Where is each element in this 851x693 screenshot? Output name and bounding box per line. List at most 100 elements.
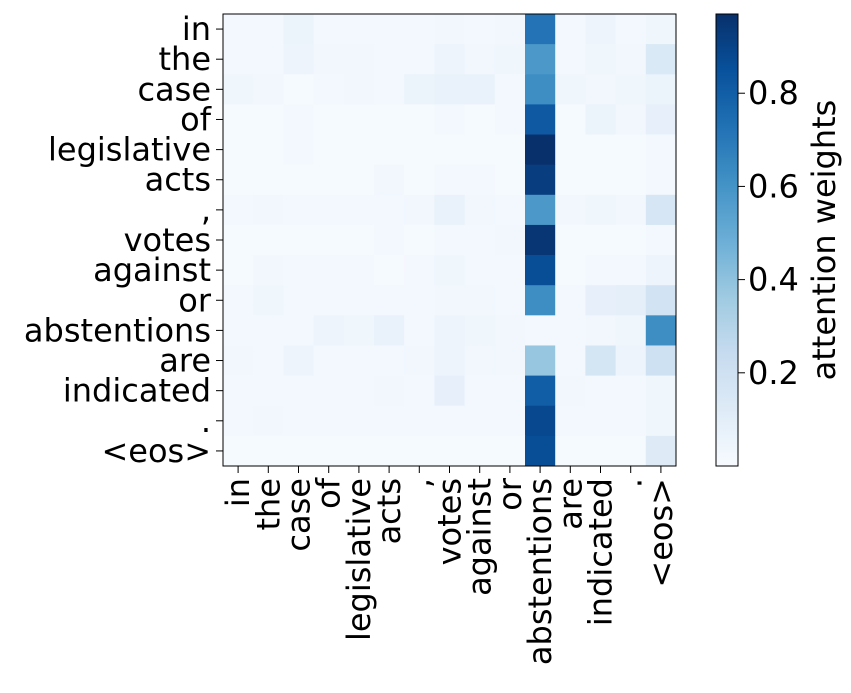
heatmap-cell — [434, 104, 465, 135]
heatmap-cell — [283, 164, 314, 196]
y-tick-label: in — [182, 10, 211, 48]
heatmap-cell — [343, 224, 375, 256]
colorbar-tick-label: 0.4 — [748, 261, 799, 299]
heatmap-cell — [464, 224, 496, 256]
heatmap-cell — [464, 435, 496, 467]
heatmap-cell — [525, 134, 556, 166]
heatmap-cell — [253, 375, 284, 407]
heatmap-cell — [223, 224, 254, 256]
heatmap-cell — [253, 435, 284, 467]
heatmap-cell — [343, 134, 375, 166]
heatmap-cell — [374, 194, 405, 226]
heatmap-cell — [555, 315, 586, 346]
heatmap-cell — [223, 14, 254, 45]
heatmap-cell — [464, 315, 496, 346]
x-tick-label: case — [280, 478, 318, 552]
heatmap-cell — [343, 285, 375, 316]
heatmap-cell — [223, 44, 254, 75]
heatmap-cell — [555, 405, 586, 437]
heatmap-cell — [645, 164, 677, 196]
heatmap-cell — [464, 134, 496, 166]
x-tick-label: acts — [370, 478, 408, 544]
heatmap-cell — [555, 255, 586, 286]
heatmap-cell — [464, 104, 496, 135]
heatmap-cell — [374, 315, 405, 346]
heatmap-cell — [343, 315, 375, 346]
heatmap-cell — [283, 255, 314, 286]
colorbar-tick-label: 0.2 — [748, 354, 799, 392]
heatmap-cell — [645, 104, 677, 135]
heatmap-cell — [404, 345, 435, 376]
heatmap-cell — [313, 285, 345, 316]
heatmap-cell — [615, 435, 647, 467]
heatmap-cell — [253, 345, 284, 376]
heatmap-cell — [404, 134, 435, 166]
heatmap-cell — [283, 194, 314, 226]
heatmap-cell — [434, 285, 465, 316]
heatmap-cell — [283, 345, 314, 376]
heatmap-cell — [434, 375, 465, 407]
heatmap-cell — [374, 405, 405, 437]
heatmap-cell — [343, 74, 375, 105]
heatmap-cell — [645, 285, 677, 316]
heatmap-cell — [374, 44, 405, 75]
heatmap-cell — [313, 345, 345, 376]
y-tick-label: are — [159, 342, 211, 380]
heatmap-cell — [585, 375, 616, 407]
heatmap-cell — [555, 285, 586, 316]
heatmap-cell — [374, 224, 405, 256]
heatmap-cell — [404, 14, 435, 45]
y-tick-label: case — [137, 70, 211, 108]
heatmap-cell — [585, 224, 616, 256]
heatmap-cell — [555, 224, 586, 256]
heatmap-cell — [434, 435, 465, 467]
heatmap-cell — [615, 345, 647, 376]
heatmap-cell — [615, 74, 647, 105]
heatmap-cell — [464, 375, 496, 407]
heatmap-cell — [525, 14, 556, 45]
heatmap-cell — [494, 315, 526, 346]
heatmap-cell — [555, 104, 586, 135]
heatmap-cell — [313, 134, 345, 166]
heatmap-cell — [434, 134, 465, 166]
heatmap-cell — [404, 285, 435, 316]
heatmap-cell — [434, 164, 465, 196]
heatmap-cell — [615, 134, 647, 166]
y-tick-label: , — [201, 191, 211, 229]
heatmap-cell — [253, 194, 284, 226]
heatmap-cell — [464, 285, 496, 316]
heatmap-cell — [434, 14, 465, 45]
y-tick-label: acts — [145, 161, 211, 199]
heatmap-cell — [374, 285, 405, 316]
heatmap-cell — [313, 74, 345, 105]
heatmap-cell — [343, 375, 375, 407]
heatmap-cell — [615, 405, 647, 437]
heatmap-cell — [283, 315, 314, 346]
x-axis: inthecaseoflegislativeacts,votesagainsto… — [219, 466, 680, 665]
heatmap-cell — [343, 14, 375, 45]
heatmap-cell — [645, 435, 677, 467]
heatmap-cell — [494, 345, 526, 376]
heatmap-cell — [615, 315, 647, 346]
heatmap-cell — [464, 405, 496, 437]
heatmap-cell — [525, 405, 556, 437]
heatmap-cell — [645, 194, 677, 226]
heatmap-cell — [645, 405, 677, 437]
heatmap-cell — [615, 375, 647, 407]
heatmap-cell — [585, 315, 616, 346]
y-tick-label: against — [93, 251, 211, 289]
x-tick-label: against — [461, 478, 499, 596]
heatmap-cell — [494, 435, 526, 467]
heatmap-cell — [313, 14, 345, 45]
y-tick-label: legislative — [48, 131, 211, 169]
heatmap-cell — [525, 164, 556, 196]
heatmap-cell — [494, 375, 526, 407]
heatmap-cell — [283, 435, 314, 467]
heatmap-cell — [434, 315, 465, 346]
heatmap-cell — [343, 104, 375, 135]
heatmap-cell — [223, 134, 254, 166]
heatmap-cell — [223, 435, 254, 467]
heatmap-cell — [283, 224, 314, 256]
heatmap-cell — [494, 224, 526, 256]
